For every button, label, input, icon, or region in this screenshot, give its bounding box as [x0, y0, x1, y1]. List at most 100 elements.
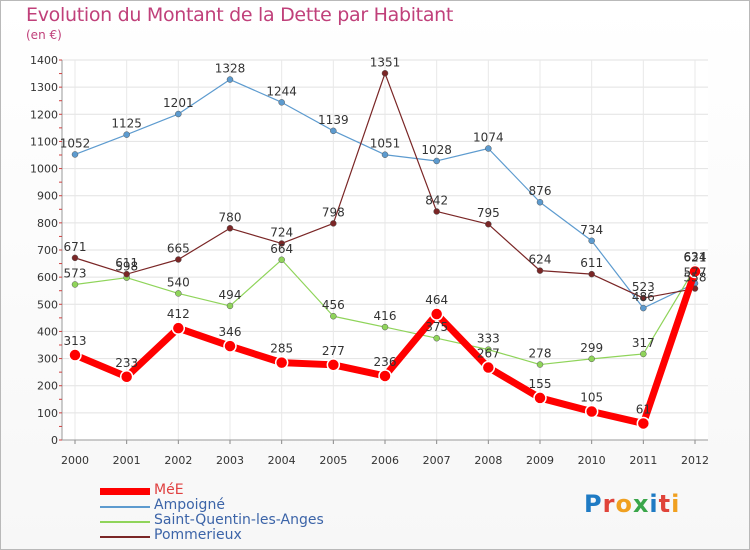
data-point-saint-quentin-les-anges — [175, 290, 182, 297]
x-tick-label: 2007 — [423, 454, 451, 467]
data-point-ampoigne — [588, 237, 595, 245]
legend: MéE Ampoigné Saint-Quentin-les-Anges Pommer… — [100, 482, 420, 544]
data-point-mee — [119, 370, 134, 384]
data-label-mee: 267 — [477, 347, 500, 361]
data-point-pommerieux — [330, 220, 337, 227]
data-label-mee: 155 — [529, 377, 552, 391]
data-label-pommerieux: 724 — [270, 225, 293, 239]
data-label-pommerieux: 523 — [632, 280, 655, 294]
data-label-mee: 105 — [580, 391, 603, 405]
x-tick-label: 2009 — [526, 454, 554, 467]
x-tick-label: 2005 — [319, 454, 347, 467]
data-label-saint-quentin-les-anges: 333 — [477, 332, 500, 346]
data-label-mee: 313 — [64, 334, 87, 348]
y-tick-label: 100 — [37, 407, 58, 420]
data-label-pommerieux: 1351 — [370, 55, 401, 69]
data-label-pommerieux: 665 — [167, 242, 190, 256]
data-point-ampoigne — [485, 145, 492, 152]
y-tick-label: 800 — [37, 217, 58, 230]
data-point-mee — [688, 264, 702, 279]
data-point-mee — [636, 416, 651, 431]
logo-letter: i — [649, 490, 659, 518]
data-label-mee: 346 — [219, 325, 242, 339]
logo-letter: t — [658, 490, 672, 518]
proxiti-logo: Proxiti — [584, 490, 680, 518]
logo-letter: i — [671, 490, 681, 518]
data-point-mee — [326, 358, 341, 372]
data-point-ampoigne — [278, 99, 285, 106]
data-point-ampoigne — [536, 198, 544, 206]
x-tick-label: 2001 — [113, 454, 141, 467]
legend-item: MéE — [100, 482, 420, 499]
data-label-saint-quentin-les-anges: 494 — [219, 288, 242, 302]
x-tick-label: 2004 — [268, 454, 296, 467]
x-tick-label: 2002 — [164, 454, 192, 467]
data-labels: 1052 1125 1201 1328 1244 1139 1051 1028 1074 876 7… — [60, 55, 707, 416]
data-label-pommerieux: 624 — [529, 253, 552, 267]
chart-title: Evolution du Montant de la Dette par Hab… — [26, 4, 454, 26]
data-point-ampoigne — [330, 127, 337, 135]
legend-swatch — [100, 521, 150, 523]
data-point-saint-quentin-les-anges — [330, 312, 337, 320]
data-point-pommerieux — [123, 270, 130, 278]
data-label-ampoigne: 734 — [580, 223, 603, 237]
data-label-pommerieux: 671 — [64, 240, 87, 254]
data-point-pommerieux — [485, 220, 492, 228]
data-label-saint-quentin-les-anges: 664 — [270, 242, 293, 256]
data-point-mee — [274, 355, 289, 370]
data-point-ampoigne — [175, 110, 182, 118]
data-label-saint-quentin-les-anges: 278 — [529, 347, 552, 361]
line-chart: 0 100 200 300 400 500 600 700 800 900 1000 1100 1200… — [30, 54, 709, 467]
data-label-ampoigne: 1052 — [60, 136, 91, 150]
x-tick-label: 2006 — [371, 454, 399, 467]
data-label-mee: 236 — [374, 355, 397, 369]
data-label-pommerieux: 795 — [477, 206, 500, 220]
data-label-ampoigne: 1201 — [163, 96, 194, 110]
data-point-saint-quentin-les-anges — [588, 355, 595, 363]
data-label-ampoigne: 486 — [632, 290, 655, 304]
logo-letter: r — [602, 490, 616, 518]
data-label-pommerieux: 558 — [684, 271, 707, 285]
data-label-ampoigne: 1074 — [473, 130, 504, 144]
legend-label: Saint-Quentin-les-Anges — [154, 512, 324, 528]
y-tick-label: 700 — [37, 244, 58, 257]
legend-item: Pommerieux — [100, 527, 420, 544]
data-point-mee — [429, 307, 444, 321]
y-tick-label: 500 — [37, 298, 58, 311]
logo-letter: x — [632, 490, 650, 518]
y-tick-label: 1400 — [30, 54, 58, 67]
y-tick-label: 1000 — [30, 163, 58, 176]
x-tick-label: 2008 — [474, 454, 502, 467]
data-point-mee — [533, 391, 547, 405]
legend-swatch — [100, 488, 150, 495]
data-label-saint-quentin-les-anges: 598 — [115, 260, 138, 274]
data-label-ampoigne: 577 — [684, 265, 707, 279]
data-point-saint-quentin-les-anges — [640, 350, 647, 358]
data-point-pommerieux — [433, 208, 440, 215]
data-point-pommerieux — [278, 240, 285, 247]
y-tick-label: 0 — [51, 434, 58, 447]
legend-swatch — [100, 506, 150, 508]
data-point-saint-quentin-les-anges — [226, 302, 234, 310]
data-point-mee — [68, 348, 82, 362]
data-label-ampoigne: 1051 — [370, 137, 401, 151]
x-tick-label: 2012 — [681, 454, 709, 467]
y-tick-label: 1100 — [30, 135, 58, 148]
y-tick-label: 400 — [37, 325, 58, 338]
data-point-ampoigne — [381, 151, 389, 158]
data-point-saint-quentin-les-anges — [278, 256, 285, 264]
data-point-saint-quentin-les-anges — [71, 281, 79, 288]
data-point-saint-quentin-les-anges — [433, 334, 440, 342]
data-label-mee: 412 — [167, 307, 190, 321]
y-tick-label: 600 — [37, 271, 58, 284]
x-tick-label: 2000 — [61, 454, 89, 467]
y-tick-label: 300 — [37, 353, 58, 366]
data-point-pommerieux — [536, 267, 544, 274]
data-label-pommerieux: 780 — [219, 210, 242, 224]
unit-label: (en €) — [26, 28, 62, 42]
data-point-pommerieux — [175, 256, 182, 263]
logo-letter: P — [584, 490, 603, 518]
data-point-pommerieux — [588, 270, 595, 278]
data-label-ampoigne: 1028 — [421, 143, 452, 157]
data-label-saint-quentin-les-anges: 317 — [632, 336, 655, 350]
